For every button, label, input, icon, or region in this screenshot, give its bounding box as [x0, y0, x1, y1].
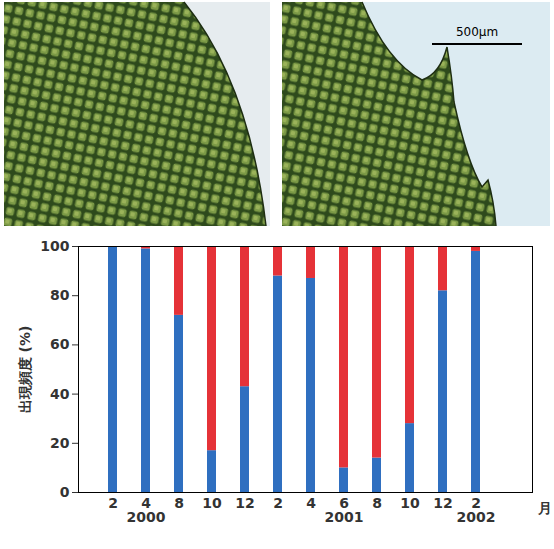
svg-text:42000: 42000 [127, 495, 166, 525]
svg-text:8: 8 [372, 495, 382, 511]
svg-text:500μm: 500μm [456, 25, 498, 39]
svg-text:4: 4 [306, 495, 316, 511]
svg-text:10: 10 [202, 495, 222, 511]
svg-text:月: 月 [537, 500, 552, 516]
svg-text:40: 40 [50, 386, 70, 402]
svg-text:12: 12 [235, 495, 254, 511]
svg-text:12: 12 [433, 495, 452, 511]
svg-text:10: 10 [400, 495, 420, 511]
svg-text:62001: 62001 [325, 495, 364, 525]
svg-text:出現頻度 (%): 出現頻度 (%) [17, 326, 33, 414]
svg-text:22002: 22002 [457, 495, 496, 525]
svg-text:8: 8 [174, 495, 184, 511]
svg-text:100: 100 [40, 238, 69, 254]
svg-text:60: 60 [50, 336, 70, 352]
svg-text:20: 20 [50, 435, 70, 451]
svg-text:80: 80 [50, 287, 70, 303]
svg-text:2: 2 [273, 495, 283, 511]
svg-text:2: 2 [108, 495, 118, 511]
svg-text:0: 0 [60, 484, 70, 500]
